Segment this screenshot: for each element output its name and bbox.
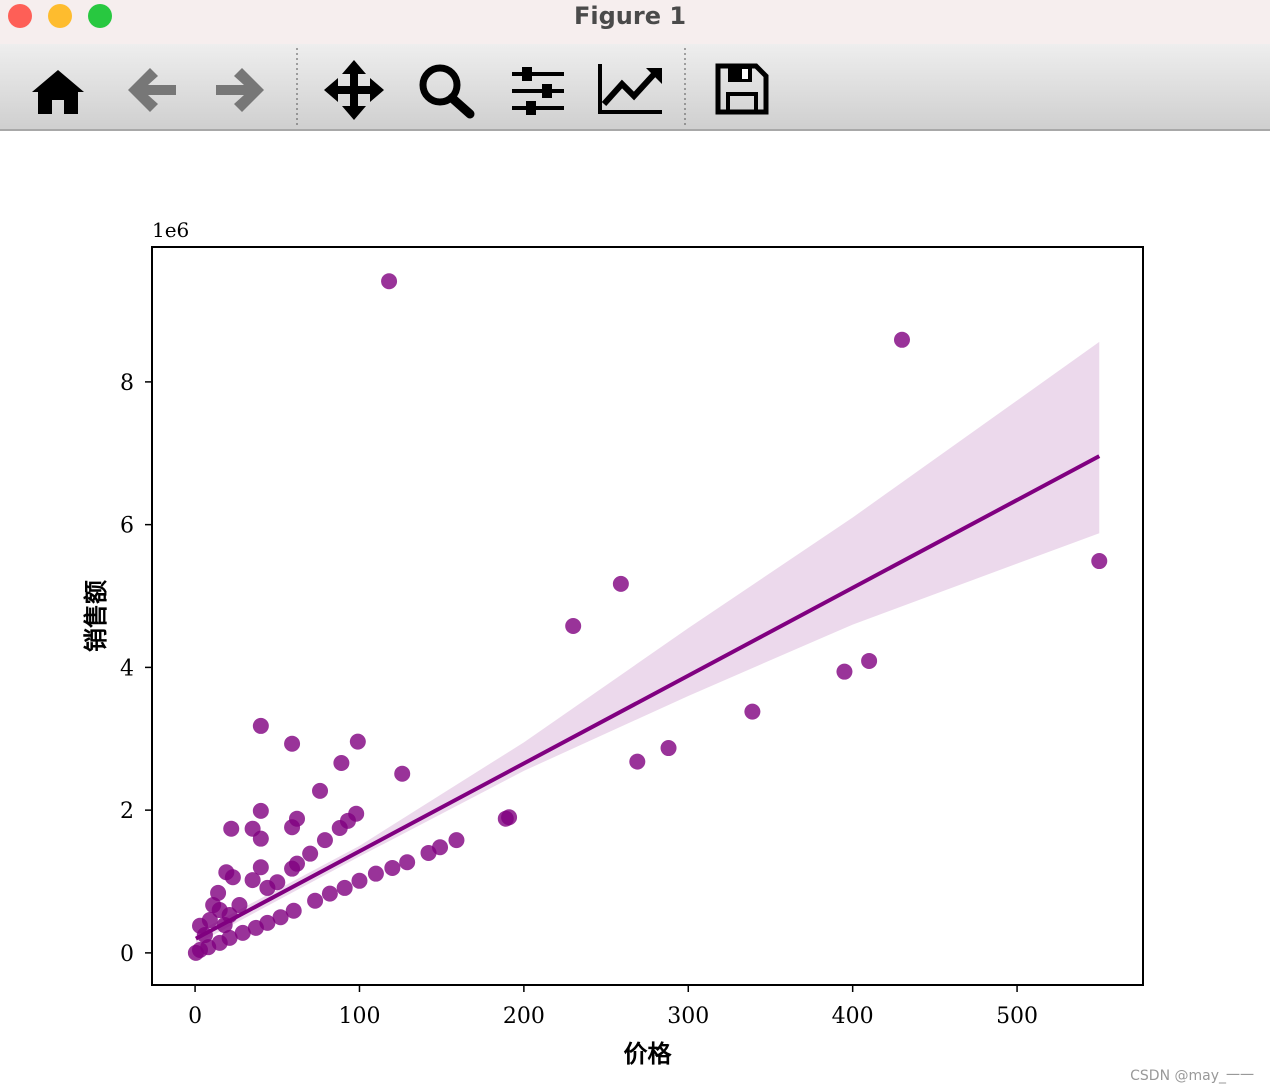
watermark: CSDN @may_一一	[1130, 1068, 1254, 1084]
point	[252, 830, 269, 847]
point	[231, 897, 248, 914]
point	[612, 575, 629, 592]
y-tick-label: 6	[120, 514, 134, 539]
plot: 0 100 200 300 400 500 0 2 4 6 8 1e6 价格 销售额	[81, 218, 1144, 1068]
zoom-button[interactable]	[88, 4, 112, 28]
x-tick-label: 400	[832, 1004, 874, 1029]
point	[234, 924, 251, 941]
point	[349, 733, 366, 750]
point	[312, 782, 329, 799]
minimize-button[interactable]	[48, 4, 72, 28]
save-button[interactable]	[715, 63, 769, 115]
point	[224, 869, 241, 886]
point	[284, 860, 301, 877]
y-tick-label: 2	[120, 799, 134, 824]
point	[272, 909, 289, 926]
point	[351, 872, 368, 889]
point	[247, 919, 264, 936]
home-button[interactable]	[32, 70, 84, 114]
pan-button[interactable]	[324, 60, 384, 120]
point	[307, 892, 324, 909]
x-tick-label: 200	[503, 1004, 545, 1029]
point	[321, 885, 338, 902]
point	[331, 819, 348, 836]
axes-frame	[151, 246, 1144, 986]
point	[302, 845, 319, 862]
x-tick-label: 500	[996, 1004, 1038, 1029]
point	[244, 872, 261, 889]
x-axis-label: 价格	[624, 1039, 673, 1068]
point	[629, 753, 646, 770]
close-button[interactable]	[8, 4, 32, 28]
toolbar	[0, 44, 1270, 130]
point	[448, 832, 465, 849]
point	[187, 944, 204, 961]
y-axis-label: 销售额	[81, 580, 110, 652]
point	[1091, 553, 1108, 570]
y-tick-label: 0	[120, 942, 134, 967]
point	[259, 879, 276, 896]
point	[384, 859, 401, 876]
point	[399, 854, 416, 871]
point	[893, 331, 910, 348]
point	[420, 844, 437, 861]
back-button[interactable]	[128, 68, 176, 112]
edit-axis-button[interactable]	[598, 64, 662, 114]
point	[205, 897, 222, 914]
zoom-tool-button[interactable]	[419, 64, 475, 119]
point	[252, 802, 269, 819]
y-tick-label: 4	[120, 656, 134, 681]
point	[394, 765, 411, 782]
point	[744, 703, 761, 720]
point	[252, 859, 269, 876]
point	[316, 832, 333, 849]
point	[285, 902, 302, 919]
point	[381, 273, 398, 290]
point	[333, 755, 350, 772]
point	[284, 819, 301, 836]
y-tick-label: 8	[120, 371, 134, 396]
point	[565, 617, 582, 634]
point	[367, 865, 384, 882]
x-tick-label: 0	[188, 1004, 202, 1029]
point	[252, 717, 269, 734]
point	[861, 652, 878, 669]
title-bar	[0, 0, 1270, 44]
point	[223, 820, 240, 837]
window-title: Figure 1	[574, 2, 686, 30]
point	[836, 663, 853, 680]
regression-line	[194, 454, 1101, 941]
point	[336, 879, 353, 896]
point	[210, 884, 227, 901]
configure-button[interactable]	[512, 67, 564, 115]
point	[201, 912, 218, 929]
point	[284, 735, 301, 752]
x-tick-label: 100	[338, 1004, 380, 1029]
x-tick-label: 300	[667, 1004, 709, 1029]
point	[501, 809, 518, 826]
y-offset-label: 1e6	[152, 218, 189, 242]
point	[660, 740, 677, 757]
forward-button[interactable]	[216, 68, 264, 112]
confidence-band	[195, 341, 1100, 945]
